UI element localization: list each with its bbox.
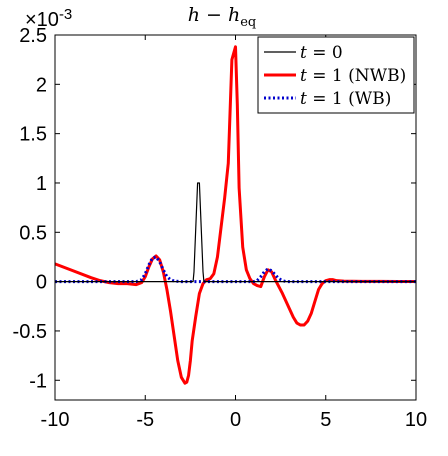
x-tick-label: 10 (405, 409, 427, 431)
x-tick-label: -10 (41, 409, 70, 431)
y-tick-label: 0 (36, 272, 47, 294)
y-tick-label: -1 (29, 370, 47, 392)
y-tick-label: -0.5 (13, 321, 47, 343)
tick-layer: -10 -5 0 5 10 -1 -0.5 0 0.5 1 1.5 2 2.5 (13, 25, 428, 431)
y-tick-label: 0.5 (19, 222, 47, 244)
x-tick-label: 5 (320, 409, 331, 431)
chart-title: h − heq (188, 4, 257, 30)
x-tick-label: 0 (230, 409, 241, 431)
y-tick-label: 1 (36, 173, 47, 195)
legend-label-t0: t = 0 (300, 43, 343, 63)
legend-label-t1-nwb: t = 1 (NWB) (300, 66, 406, 86)
y-tick-label: 2 (36, 74, 47, 96)
series-line-0 (55, 182, 416, 283)
x-tick-label: -5 (136, 409, 154, 431)
y-tick-label: 1.5 (19, 124, 47, 146)
y-tick-label: 2.5 (19, 25, 47, 47)
exponent-label: ×10-3 (25, 6, 72, 31)
legend: t = 0 t = 1 (NWB) t = 1 (WB) (257, 36, 415, 114)
series-layer (54, 45, 416, 385)
legend-label-t1-wb: t = 1 (WB) (300, 89, 391, 109)
